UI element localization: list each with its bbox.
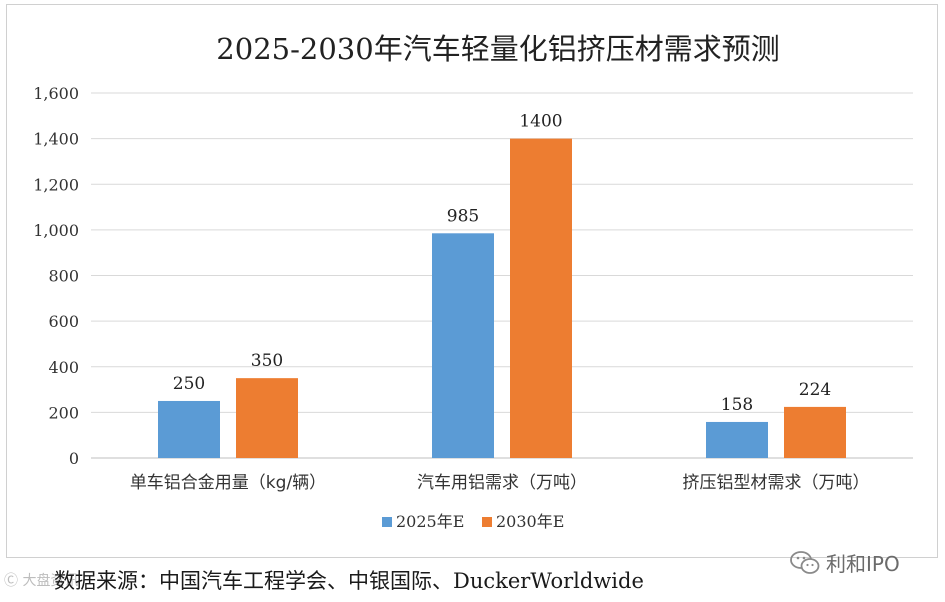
- y-tick-label: 1,600: [33, 84, 79, 103]
- bar-chart: 2025-2030年汽车轻量化铝挤压材需求预测 0 200 400 600 800 1,00…: [33, 32, 913, 531]
- data-label: 350: [251, 351, 283, 371]
- x-tick-label: 汽车用铝需求（万吨）: [417, 473, 587, 493]
- y-tick-label: 600: [48, 312, 79, 331]
- x-tick-label: 单车铝合金用量（kg/辆）: [130, 473, 326, 493]
- chart-title: 2025-2030年汽车轻量化铝挤压材需求预测: [216, 32, 779, 66]
- bar: [706, 421, 768, 458]
- wechat-watermark: 利和IPO: [790, 548, 900, 577]
- legend-label: 2025年E: [396, 512, 464, 531]
- legend-label: 2030年E: [496, 512, 564, 531]
- left-watermark: Ⓒ 大盘资讯: [4, 573, 79, 589]
- x-tick-label: 挤压铝型材需求（万吨）: [683, 473, 870, 493]
- wechat-icon: [790, 550, 820, 574]
- data-source-note: 数据来源：中国汽车工程学会、中银国际、DuckerWorldwide: [54, 569, 644, 593]
- y-tick-label: 1,000: [33, 221, 79, 240]
- y-tick-label: 200: [48, 403, 79, 422]
- chart-frame: 2025-2030年汽车轻量化铝挤压材需求预测 0 200 400 600 800 1,00…: [6, 4, 938, 558]
- bar: [158, 400, 220, 458]
- data-label: 224: [799, 380, 831, 400]
- data-label: 1400: [519, 112, 562, 132]
- bar: [784, 406, 846, 458]
- y-tick-label: 400: [48, 358, 79, 377]
- bar: [236, 378, 298, 458]
- legend-swatch: [482, 517, 492, 527]
- data-label: 985: [447, 206, 479, 226]
- y-tick-label: 1,400: [33, 130, 79, 149]
- wechat-brand: 利和IPO: [826, 552, 900, 576]
- data-label: 158: [721, 395, 753, 415]
- y-tick-label: 1,200: [33, 175, 79, 194]
- bar: [432, 233, 494, 458]
- data-label: 250: [173, 374, 205, 394]
- y-tick-label: 0: [69, 449, 79, 468]
- bar: [510, 138, 572, 458]
- legend-swatch: [382, 517, 392, 527]
- y-tick-label: 800: [48, 267, 79, 286]
